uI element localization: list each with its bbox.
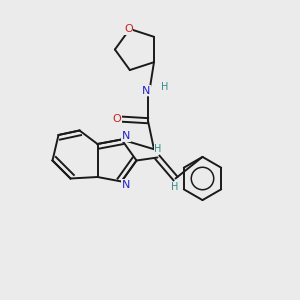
Text: H: H [171,182,178,193]
Text: H: H [154,143,162,154]
Text: O: O [113,114,122,124]
Text: N: N [142,86,150,96]
Text: N: N [122,180,130,190]
Text: N: N [122,131,130,141]
Text: O: O [124,24,133,34]
Text: H: H [161,82,169,92]
